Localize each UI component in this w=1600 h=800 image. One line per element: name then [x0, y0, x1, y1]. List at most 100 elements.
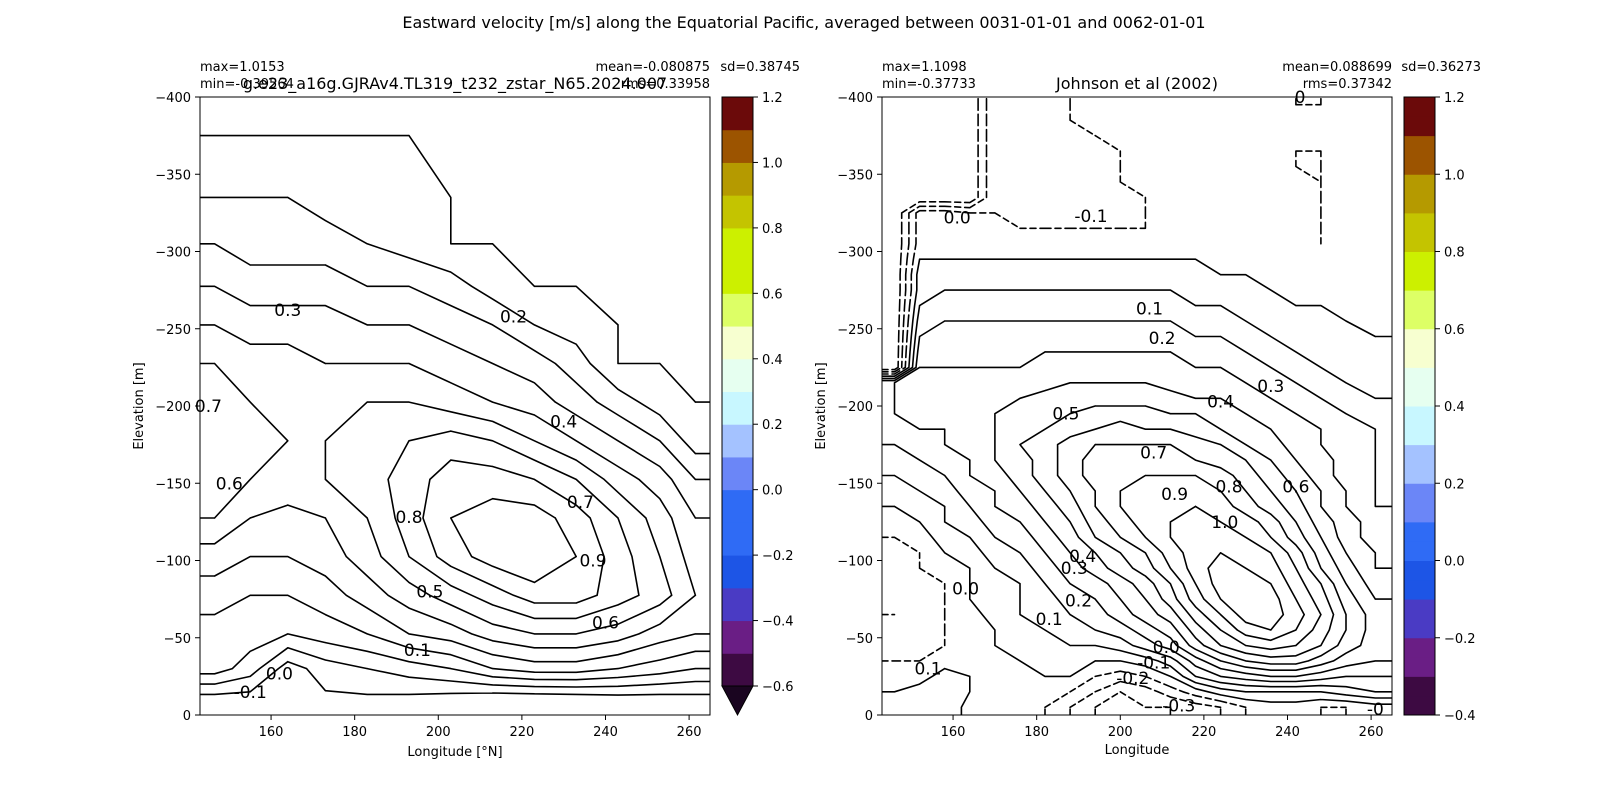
x-tick-label: 160	[259, 725, 284, 740]
contour-line	[200, 134, 710, 688]
right-colorbar: 1.2 1.0 0.8 0.6 0.4 0.2 0.0 −0.2 −0.4	[1403, 91, 1476, 724]
right-stat-rms: rms=0.37342	[1303, 77, 1392, 92]
contour-label: 0.3	[1257, 377, 1284, 397]
colorbar-swatch	[722, 195, 753, 229]
contour-line	[200, 324, 697, 649]
y-tick-label: −100	[155, 555, 191, 570]
contour-label: 0.9	[1161, 485, 1188, 505]
contour-line	[422, 459, 605, 604]
colorbar-swatch	[1404, 270, 1435, 291]
contour-line	[893, 351, 1392, 683]
colorbar-swatch	[1404, 251, 1435, 272]
y-tick-label: 0	[865, 709, 873, 724]
contour-line	[1119, 474, 1322, 651]
y-tick-label: −400	[837, 91, 873, 106]
colorbar-tick-label: −0.2	[762, 549, 794, 564]
colorbar-swatch	[1404, 193, 1435, 214]
left-stat-rms: rms=0.33958	[621, 77, 710, 92]
contour-line	[1056, 420, 1347, 665]
contour-label: 0	[1295, 88, 1306, 108]
contour-label: -0.1	[234, 683, 267, 703]
colorbar-swatch	[722, 522, 753, 556]
colorbar-swatch	[1404, 154, 1435, 175]
contour-label: 0.8	[1215, 477, 1242, 497]
x-tick-label: 200	[426, 725, 451, 740]
colorbar-swatch	[722, 162, 753, 196]
contour-line	[1169, 505, 1305, 642]
left-x-ticks: 160 180 200 220 240 260	[259, 715, 702, 740]
contour-label: 0.9	[579, 552, 606, 572]
left-panel: -0.10.00.10.60.50.90.80.70.60.70.40.20.3…	[132, 60, 800, 760]
colorbar-swatch	[722, 391, 753, 425]
colorbar-swatch	[1404, 97, 1435, 117]
right-contour-labels: -0.3-0.2-0.10.00.10.10.00.20.30.41.00.9 0…	[914, 88, 1383, 720]
contour-line	[200, 362, 673, 635]
right-y-axis-label: Elevation [m]	[814, 362, 829, 449]
contour-line	[882, 97, 1172, 715]
x-tick-label: 260	[1359, 725, 1384, 740]
colorbar-swatch	[1404, 328, 1435, 349]
contour-label: 0.8	[395, 508, 422, 528]
y-tick-label: −300	[837, 246, 873, 261]
contour-label: 0.0	[944, 209, 971, 229]
colorbar-tick-label: −0.2	[1444, 632, 1476, 647]
contour-line	[200, 243, 710, 674]
colorbar-swatch	[1404, 367, 1435, 388]
x-tick-label: 260	[677, 725, 702, 740]
colorbar-swatch	[1404, 232, 1435, 252]
contour-label: 0.7	[195, 397, 222, 417]
y-tick-label: −200	[837, 400, 873, 415]
contour-line	[882, 97, 1347, 715]
colorbar-swatch	[1404, 135, 1435, 156]
left-stat-max: max=1.0153	[200, 60, 285, 75]
contour-label: 0.0	[1153, 638, 1180, 658]
colorbar-swatch	[1404, 212, 1435, 233]
left-contour-labels: -0.10.0 0.1 0.6 0.5 0.9 0.8 0.7 0.6 0.7 0.4 0.2 0.3	[195, 301, 619, 703]
colorbar-swatch	[722, 424, 753, 458]
colorbar-tick-label: 1.2	[1444, 91, 1465, 106]
colorbar-swatch	[1404, 560, 1435, 581]
colorbar-tick-label: 0.0	[762, 484, 783, 499]
colorbar-swatch	[1404, 695, 1435, 716]
colorbar-tick-label: 1.0	[1444, 168, 1465, 183]
colorbar-swatch	[722, 227, 753, 262]
colorbar-swatch	[1404, 483, 1435, 504]
right-x-ticks: 160 180 200 220 240 260	[941, 715, 1384, 740]
contour-label: 0.7	[1140, 443, 1167, 463]
colorbar-tick-label: 0.0	[1444, 555, 1465, 570]
contour-line	[1207, 552, 1285, 631]
colorbar-swatch	[722, 489, 753, 523]
left-y-ticks: 0 −50 −100 −150 −200 −250 −300 −350 −400	[155, 91, 200, 724]
right-stat-max: max=1.1098	[882, 60, 967, 75]
colorbar-swatch	[1404, 579, 1435, 600]
contour-line	[882, 289, 1392, 699]
left-stat-min: min=-0.39564	[200, 77, 294, 92]
x-tick-label: 220	[509, 725, 534, 740]
contour-label: 0.5	[416, 582, 443, 602]
colorbar-swatch	[722, 555, 753, 589]
contour-label: 0.2	[500, 307, 527, 327]
contour-label: 1.0	[1211, 513, 1238, 533]
contour-label: -0	[1367, 700, 1384, 720]
figure-title: Eastward velocity [m/s] along the Equato…	[402, 13, 1205, 32]
colorbar-swatch	[722, 456, 753, 491]
y-tick-label: −150	[155, 477, 191, 492]
colorbar-swatch	[1404, 348, 1435, 368]
contour-label: -0.1	[1137, 654, 1170, 674]
contour-label: 0.0	[952, 579, 979, 599]
colorbar-tick-label: 1.0	[762, 156, 783, 171]
colorbar-swatch	[1404, 463, 1435, 484]
contour-label: 0.2	[1149, 329, 1176, 349]
colorbar-tick-label: 0.8	[1444, 246, 1465, 261]
y-tick-label: −300	[155, 246, 191, 261]
colorbar-tick-label: 0.4	[1444, 400, 1465, 415]
colorbar-tick-label: −0.6	[762, 680, 794, 695]
contour-label: 0.0	[266, 664, 293, 684]
colorbar-extend-arrow	[721, 685, 754, 717]
left-stat-sd: sd=0.38745	[720, 60, 800, 75]
colorbar-tick-label: −0.4	[762, 615, 794, 630]
colorbar-swatch	[722, 653, 753, 687]
colorbar-tick-label: 0.6	[1444, 323, 1465, 338]
left-x-axis-label: Longitude [°N]	[407, 745, 502, 760]
y-tick-label: −250	[837, 323, 873, 338]
